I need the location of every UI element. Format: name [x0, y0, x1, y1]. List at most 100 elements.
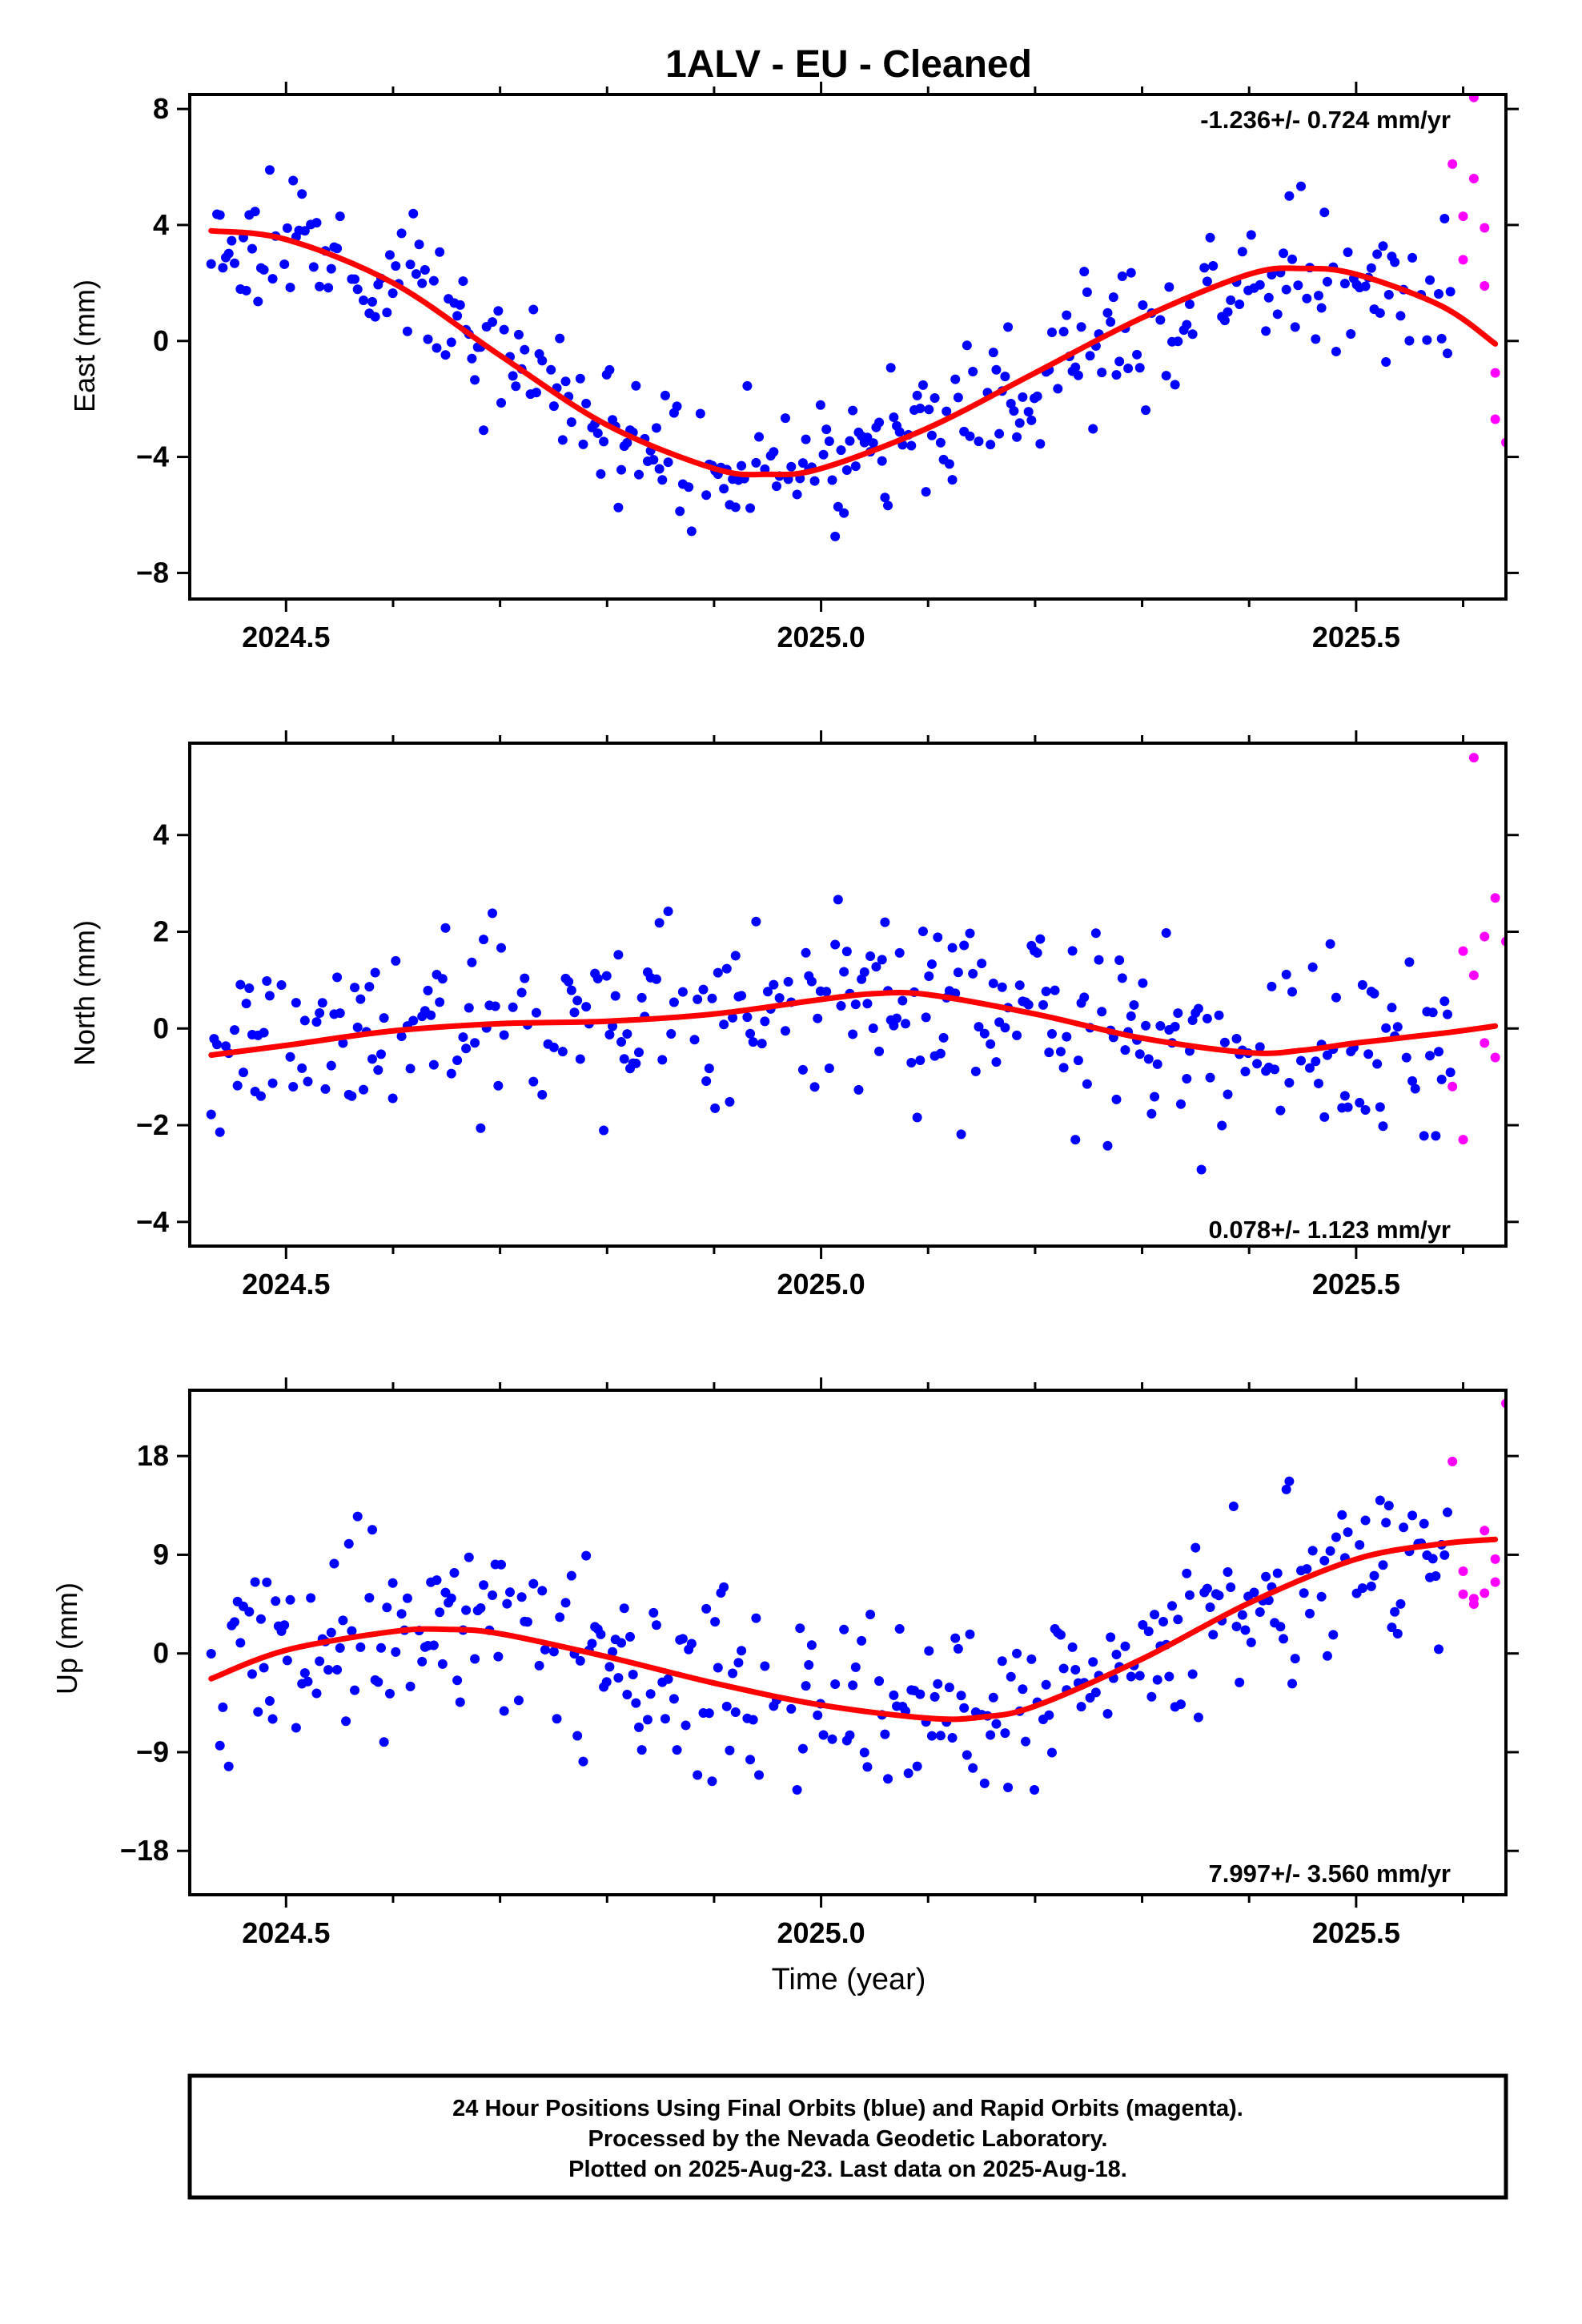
north-final-point: [479, 935, 489, 945]
north-final-point: [1357, 979, 1367, 990]
north-final-point: [991, 1057, 1002, 1068]
east-final-point: [1053, 384, 1063, 394]
north-final-point: [335, 1008, 345, 1019]
up-final-point: [733, 1658, 744, 1668]
north-final-point: [631, 1058, 641, 1068]
up-final-point: [1067, 1642, 1078, 1652]
east-final-point: [1366, 263, 1376, 273]
north-final-point: [742, 1012, 753, 1023]
north-final-point: [871, 962, 881, 972]
east-final-point: [1290, 322, 1300, 332]
east-final-point: [1279, 248, 1289, 259]
north-final-point: [599, 1125, 609, 1136]
up-final-point: [1167, 1601, 1178, 1611]
east-final-point: [488, 317, 498, 328]
north-final-point: [488, 908, 498, 919]
up-final-point: [1223, 1566, 1233, 1577]
north-ytick-label: 0: [153, 1011, 169, 1044]
north-final-point: [423, 985, 433, 995]
east-final-point: [1035, 439, 1046, 449]
up-final-point: [1275, 1622, 1286, 1632]
north-final-point: [604, 1029, 615, 1039]
east-final-point: [830, 531, 841, 541]
up-rate-label: 7.997+/- 3.560 mm/yr: [1209, 1860, 1451, 1888]
north-final-point: [326, 1060, 336, 1071]
north-final-point: [359, 1084, 369, 1095]
up-final-point: [555, 1612, 565, 1622]
east-final-point: [613, 502, 624, 513]
east-final-point: [924, 404, 934, 415]
north-final-point: [917, 926, 928, 936]
up-final-point: [230, 1617, 240, 1627]
east-rapid-point: [1468, 174, 1479, 183]
up-final-point: [1126, 1671, 1136, 1682]
up-final-point: [813, 1710, 823, 1720]
up-final-point: [850, 1662, 861, 1672]
up-final-point: [1355, 1540, 1365, 1550]
footer-line-2: Processed by the Nevada Geodetic Laborat…: [588, 2126, 1108, 2152]
north-final-point: [610, 991, 620, 1001]
east-final-point: [818, 449, 829, 460]
east-final-point: [288, 175, 299, 186]
footer-line-1: 24 Hour Positions Using Final Orbits (bl…: [452, 2096, 1243, 2121]
east-final-point: [889, 412, 899, 423]
north-final-point: [728, 1012, 738, 1023]
east-final-point: [926, 430, 937, 440]
east-final-point: [1422, 335, 1432, 345]
north-final-point: [338, 1038, 348, 1048]
up-final-point: [1041, 1679, 1051, 1690]
north-final-point: [370, 967, 380, 978]
north-final-point: [1439, 996, 1450, 1007]
up-final-point: [930, 1691, 940, 1702]
east-rapid-point: [1490, 368, 1500, 378]
east-xtick-label: 2024.5: [242, 621, 330, 653]
up-final-point: [537, 1586, 548, 1596]
east-final-point: [769, 447, 779, 457]
east-final-point: [797, 458, 808, 468]
east-final-point: [402, 326, 412, 336]
east-final-point: [1123, 363, 1134, 373]
east-final-point: [1014, 418, 1025, 428]
up-ytick-label: −18: [120, 1834, 169, 1867]
east-final-point: [1046, 327, 1057, 337]
up-final-point: [751, 1613, 761, 1623]
up-final-point: [915, 1689, 926, 1699]
up-final-point: [382, 1602, 392, 1613]
east-final-point: [1319, 207, 1330, 218]
east-final-point: [1076, 322, 1086, 332]
up-final-point: [299, 1668, 310, 1679]
east-final-point: [548, 401, 559, 412]
east-final-point: [1111, 370, 1122, 380]
east-final-point: [839, 508, 849, 518]
east-final-point: [930, 393, 940, 404]
east-final-point: [1208, 261, 1219, 271]
north-final-point: [1173, 1008, 1183, 1019]
north-final-point: [956, 1129, 966, 1140]
north-final-point: [774, 993, 785, 1003]
up-final-point: [719, 1582, 729, 1592]
up-final-point: [548, 1647, 559, 1657]
east-final-point: [792, 489, 802, 500]
east-final-point: [1237, 247, 1247, 257]
up-final-point: [1173, 1614, 1183, 1625]
north-final-point: [572, 995, 583, 1006]
north-final-point: [1410, 1084, 1420, 1094]
up-final-point: [235, 1638, 246, 1648]
up-final-point: [1026, 1654, 1037, 1664]
up-final-point: [681, 1720, 691, 1731]
east-final-point: [581, 398, 592, 408]
up-final-point: [391, 1647, 401, 1657]
up-final-point: [745, 1755, 756, 1765]
north-final-point: [801, 947, 811, 958]
east-axis-label: East (mm): [68, 279, 101, 412]
east-final-point: [1296, 181, 1307, 191]
up-rapid-point: [1480, 1588, 1490, 1598]
east-final-point: [1155, 315, 1166, 325]
up-final-point: [827, 1734, 837, 1744]
up-final-point: [622, 1689, 632, 1699]
north-points: [206, 753, 1506, 1175]
north-final-point: [783, 976, 793, 987]
east-final-point: [387, 288, 398, 299]
east-final-point: [660, 390, 670, 400]
east-final-point: [1187, 329, 1198, 340]
